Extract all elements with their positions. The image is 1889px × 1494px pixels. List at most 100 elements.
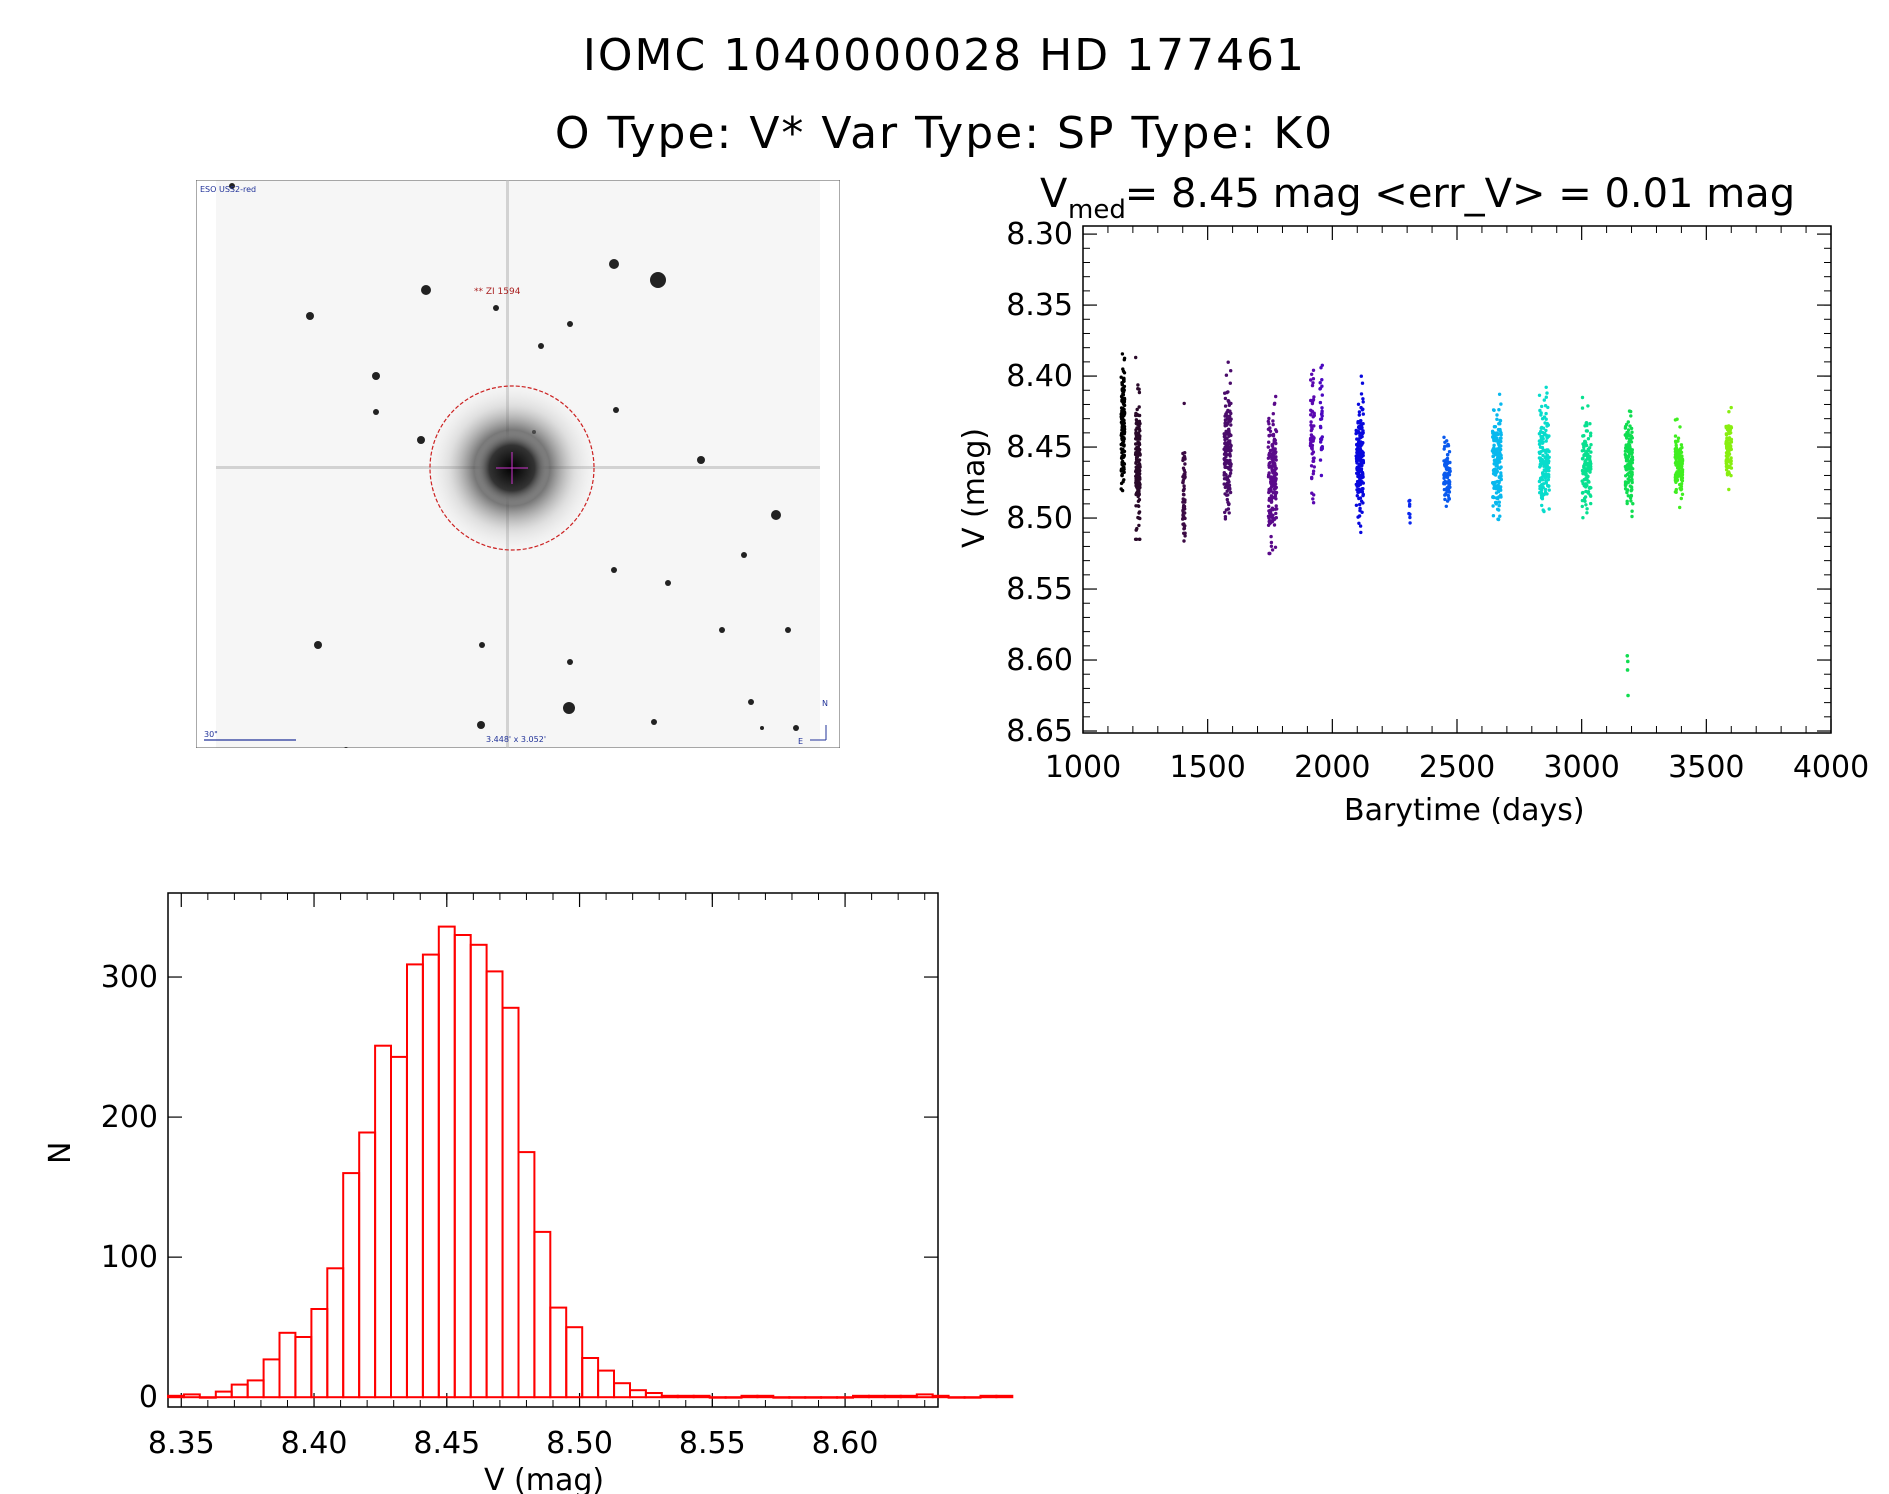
lc-point (1545, 391, 1549, 395)
lc-point (1582, 442, 1586, 446)
field-star (229, 183, 235, 189)
lc-point (1547, 475, 1551, 479)
lc-point (1360, 470, 1365, 475)
lc-point (1630, 477, 1634, 482)
lc-point (1676, 464, 1680, 469)
lc-point (1119, 417, 1124, 421)
lc-point (1122, 379, 1126, 383)
lc-point (1538, 456, 1543, 460)
lc-point (1229, 401, 1233, 406)
lc-point (1625, 430, 1629, 435)
lc-point (1499, 488, 1503, 492)
lc-point (1120, 473, 1124, 478)
lc-point (1544, 456, 1548, 461)
lc-point (1359, 489, 1364, 493)
lc-point (1627, 445, 1631, 450)
field-star (697, 456, 705, 464)
lc-point (1728, 425, 1732, 429)
lc-point (1675, 474, 1680, 478)
lc-point (1499, 447, 1503, 452)
lc-point (1356, 420, 1360, 424)
lc-point (1122, 388, 1126, 392)
lc-point (1137, 419, 1142, 423)
lc-point (1680, 492, 1685, 496)
lc-point (1271, 460, 1276, 464)
lc-point (1724, 454, 1729, 458)
lc-point (1588, 454, 1592, 459)
lc-point (1674, 463, 1678, 467)
lc-point (1629, 459, 1633, 463)
lc-point (1267, 422, 1271, 426)
lc-point (1359, 530, 1363, 535)
lc-point (1445, 486, 1450, 490)
lc-point (1134, 418, 1139, 422)
lc-point (1442, 487, 1447, 492)
lc-point (1273, 401, 1277, 405)
lc-point (1408, 512, 1412, 516)
fov-label: 3.448' x 3.052' (486, 735, 546, 744)
lc-point (1311, 398, 1316, 402)
lc-point (1268, 433, 1273, 437)
lc-point (1225, 443, 1229, 448)
lc-point (1312, 436, 1316, 440)
lc-point (1678, 449, 1683, 454)
lc-point (1628, 496, 1633, 500)
lc-point (1270, 452, 1275, 456)
lc-point (1228, 447, 1232, 451)
lc-point (1267, 471, 1271, 475)
lc-point (1495, 450, 1499, 454)
lc-point (1268, 510, 1273, 515)
lc-point (1677, 448, 1682, 452)
lc-point (1360, 450, 1364, 454)
lc-point (1538, 439, 1542, 443)
lc-point (1181, 517, 1185, 521)
lc-point (1226, 484, 1230, 488)
lc-point (1274, 516, 1279, 520)
lc-point (1589, 443, 1593, 447)
lc-point (1673, 461, 1678, 465)
lc-point (1629, 452, 1634, 456)
lc-point (1134, 504, 1138, 508)
lc-point (1626, 494, 1631, 498)
lc-point (1443, 471, 1447, 475)
lc-point (1491, 435, 1495, 439)
lc-point (1266, 427, 1271, 431)
lc-point (1135, 412, 1140, 417)
lc-point (1360, 431, 1365, 436)
lc-point (1135, 483, 1139, 487)
lc-point (1493, 452, 1498, 457)
lc-point (1726, 426, 1730, 430)
lc-point (1584, 467, 1588, 471)
lc-point (1496, 459, 1501, 463)
lc-point (1135, 450, 1140, 455)
hist-bar (820, 1396, 839, 1399)
lc-point (1274, 504, 1278, 508)
hist-bar (358, 1131, 377, 1399)
lc-point (1319, 425, 1323, 430)
lc-point (1491, 447, 1495, 452)
lc-point (1494, 491, 1499, 495)
lc-point (1138, 477, 1142, 481)
lc-point (1269, 520, 1273, 525)
lc-point (1223, 434, 1227, 439)
lc-point (1546, 457, 1550, 461)
lc-point (1228, 445, 1232, 449)
lc-point (1319, 437, 1323, 441)
lc-point (1445, 439, 1449, 443)
hist-bar (390, 1055, 408, 1399)
lc-point (1538, 491, 1542, 495)
lc-point (1680, 454, 1684, 458)
hist-bar (868, 1394, 886, 1399)
lc-point (1359, 499, 1364, 503)
lc-point (1581, 490, 1585, 495)
lc-point (1268, 514, 1272, 519)
lc-point (1499, 456, 1504, 460)
lc-point (1135, 432, 1139, 436)
lc-point (1724, 439, 1729, 443)
lc-point (1540, 430, 1545, 435)
lc-point (1673, 473, 1678, 477)
lc-point (1540, 475, 1544, 480)
lc-point (1137, 470, 1141, 474)
lc-point (1309, 443, 1313, 447)
lc-point (1442, 459, 1446, 463)
